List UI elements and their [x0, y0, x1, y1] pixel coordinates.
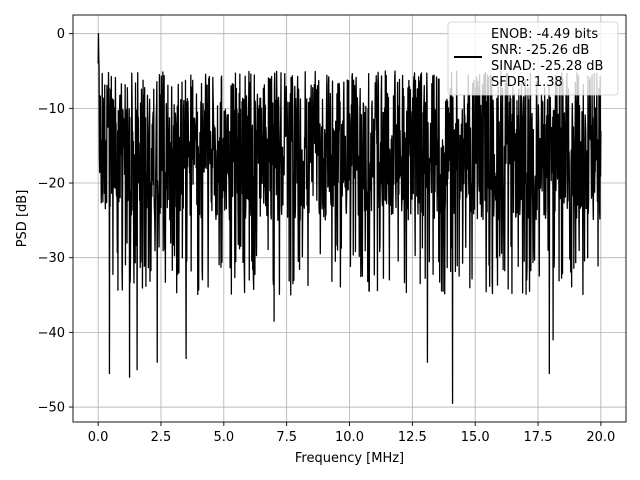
x-tick-label: 0.0	[88, 430, 109, 445]
legend-sinad: SINAD: -25.28 dB	[491, 59, 603, 74]
y-tick-label: −10	[38, 102, 65, 117]
legend-box	[447, 21, 619, 96]
x-axis-label: Frequency [MHz]	[295, 451, 404, 466]
legend-sfdr: SFDR: 1.38	[491, 75, 563, 90]
x-tick-label: 7.5	[276, 430, 297, 445]
x-tick-label: 15.0	[461, 430, 490, 445]
x-tick-label: 20.0	[586, 430, 615, 445]
x-tick-label: 10.0	[335, 430, 364, 445]
x-axis-ticks: 0.0 2.5 5.0 7.5 10.0 12.5 15.0 17.5 20.0	[88, 422, 615, 445]
x-tick-label: 5.0	[213, 430, 234, 445]
y-tick-label: −50	[38, 401, 65, 416]
legend-snr: SNR: -25.26 dB	[491, 43, 589, 58]
y-axis-label: PSD [dB]	[15, 190, 30, 248]
y-tick-label: −40	[38, 326, 65, 341]
x-tick-label: 2.5	[151, 430, 172, 445]
x-tick-label: 17.5	[524, 430, 553, 445]
y-axis-ticks: 0 −10 −20 −30 −40 −50	[38, 27, 73, 416]
psd-series-line	[97, 33, 602, 404]
y-tick-label: −30	[38, 251, 65, 266]
y-tick-label: 0	[57, 27, 65, 42]
legend-enob: ENOB: -4.49 bits	[491, 27, 598, 42]
x-tick-label: 12.5	[398, 430, 427, 445]
psd-trace	[97, 33, 602, 404]
y-tick-label: −20	[38, 177, 65, 192]
legend: ENOB: -4.49 bits SNR: -25.26 dB SINAD: -…	[447, 21, 619, 96]
